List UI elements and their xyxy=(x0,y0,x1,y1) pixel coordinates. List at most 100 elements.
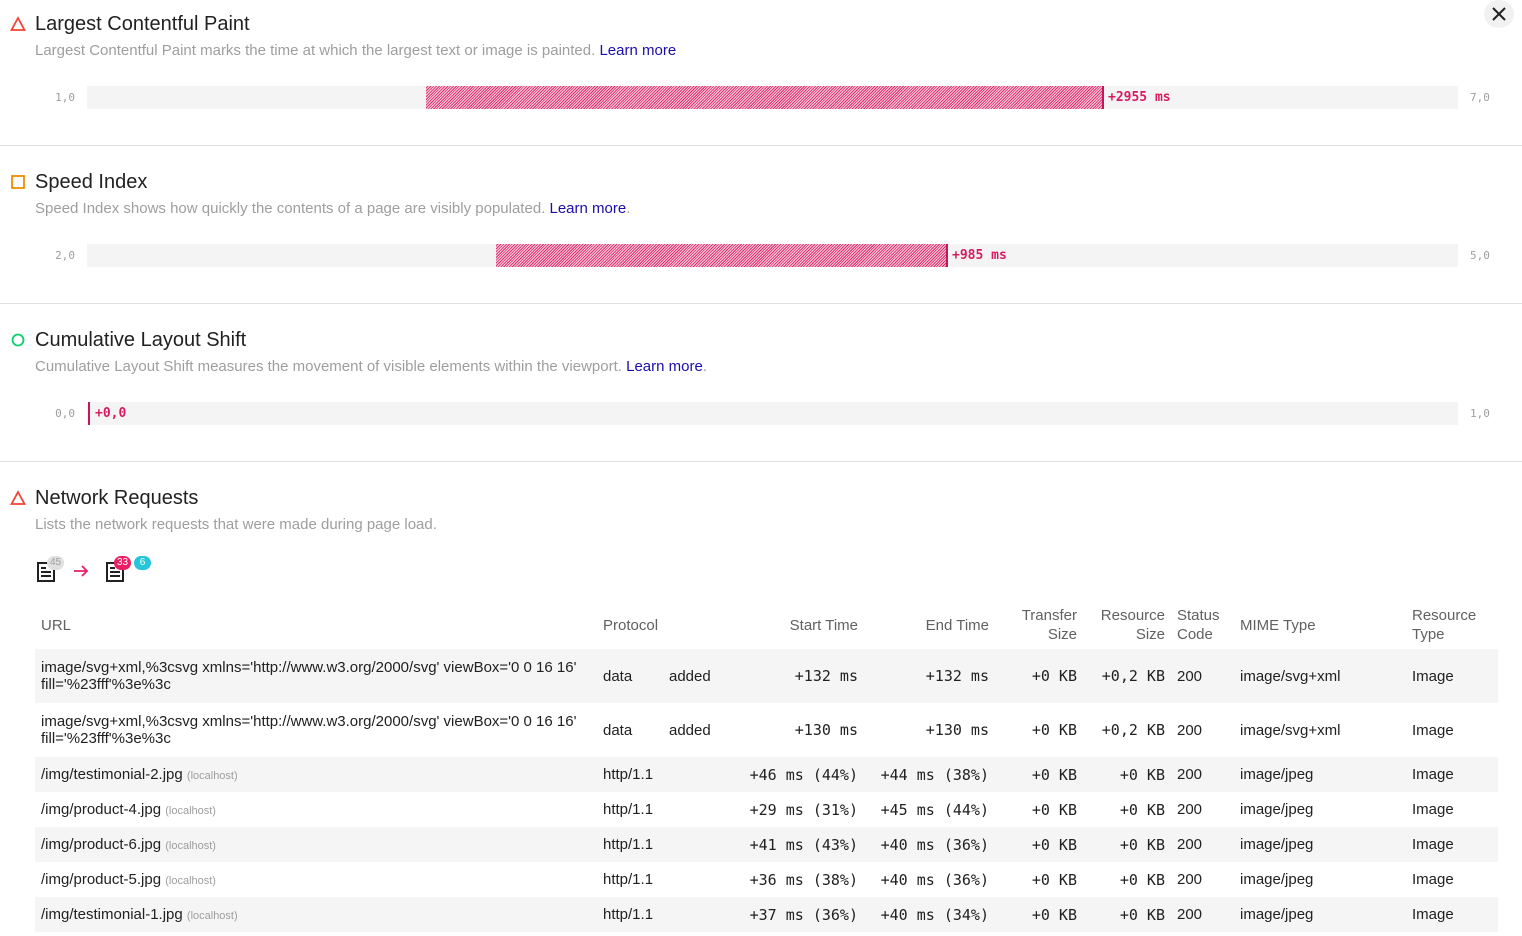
table-row[interactable]: /img/product-5.jpg (localhost) http/1.1 … xyxy=(35,862,1498,897)
cell-resource-type: Image xyxy=(1406,827,1498,862)
scale-min: 1,0 xyxy=(55,91,75,104)
square-icon xyxy=(10,174,26,190)
column-header-resource-size[interactable]: Resource Size xyxy=(1100,607,1165,643)
before-count-badge: 45 xyxy=(47,556,65,570)
cell-status-code: 200 xyxy=(1177,801,1203,818)
cell-end-time: +44 ms (38%) xyxy=(864,757,995,792)
column-header-url[interactable]: URL xyxy=(41,616,72,634)
cell-protocol: http/1.1 xyxy=(597,757,663,792)
cell-status-code: 200 xyxy=(1177,871,1203,888)
metric-header: Cumulative Layout Shift xyxy=(10,328,246,352)
delta-value: +2955 ms xyxy=(1108,90,1171,105)
column-header-status-code[interactable]: Status Code xyxy=(1177,607,1220,643)
cell-transfer-size: +0 KB xyxy=(1031,870,1077,889)
cell-resource-type: Image xyxy=(1406,757,1498,792)
table-row[interactable]: image/svg+xml,%3csvg xmlns='http://www.w… xyxy=(35,703,1498,757)
metric-cumulative-layout-shift: Cumulative Layout Shift Cumulative Layou… xyxy=(0,316,1522,462)
cell-transfer-size: +0 KB xyxy=(1031,721,1077,739)
arrow-right-icon xyxy=(74,565,89,577)
cell-transfer-size: +0 KB xyxy=(995,827,1083,862)
removed-count-badge: 33 xyxy=(114,556,132,570)
warning-triangle-icon xyxy=(10,490,26,506)
cell-resource-type: Image xyxy=(1412,871,1454,888)
learn-more-link[interactable]: Learn more xyxy=(599,42,677,59)
metric-title: Speed Index xyxy=(35,170,148,193)
cell-host: (localhost) xyxy=(165,805,216,817)
cell-url: /img/product-6.jpg (localhost) xyxy=(35,827,597,862)
cell-resource-type: Image xyxy=(1406,897,1498,932)
learn-more-link[interactable]: Learn more xyxy=(626,358,703,375)
cell-protocol: http/1.1 xyxy=(597,897,663,932)
cell-mime-type: image/svg+xml xyxy=(1234,649,1406,703)
cell-change xyxy=(663,897,729,932)
cell-host: (localhost) xyxy=(186,910,238,922)
cell-end-time: +45 ms (44%) xyxy=(880,800,989,819)
circle-icon xyxy=(10,332,26,348)
cell-end-time: +132 ms xyxy=(864,649,995,703)
table-row[interactable]: /img/testimonial-2.jpg (localhost) http/… xyxy=(35,757,1498,792)
scale-min: 2,0 xyxy=(55,249,75,262)
metric-header: Largest Contentful Paint xyxy=(10,12,250,36)
cell-url: /img/product-5.jpg (localhost) xyxy=(41,871,216,888)
cell-resource-size: +0,2 KB xyxy=(1101,721,1165,739)
cell-change: added xyxy=(669,721,711,739)
column-header-protocol[interactable]: Protocol xyxy=(603,616,659,634)
cell-url: image/svg+xml,%3csvg xmlns='http://www.w… xyxy=(35,649,597,703)
cell-mime-type: image/jpeg xyxy=(1240,801,1314,818)
cell-protocol: http/1.1 xyxy=(597,827,663,862)
metric-description: Speed Index shows how quickly the conten… xyxy=(35,200,631,217)
cell-change xyxy=(663,827,729,862)
table-row[interactable]: /img/testimonial-1.jpg (localhost) http/… xyxy=(35,897,1498,932)
metric-header: Speed Index xyxy=(10,170,147,194)
close-icon xyxy=(1492,7,1506,21)
cell-status-code: 200 xyxy=(1177,721,1203,739)
cell-transfer-size: +0 KB xyxy=(995,649,1083,703)
range-fill xyxy=(426,86,1102,109)
cell-url: /img/product-4.jpg (localhost) xyxy=(41,801,216,818)
cell-end-time: +40 ms (36%) xyxy=(880,870,989,889)
cell-start-time: +29 ms (31%) xyxy=(749,800,858,819)
range-marker xyxy=(946,244,948,267)
column-header-end-time[interactable]: End Time xyxy=(925,616,989,634)
cell-host: (localhost) xyxy=(165,840,216,852)
cell-change: added xyxy=(663,649,729,703)
column-header-resource-type[interactable]: Resource Type xyxy=(1412,607,1477,643)
cell-end-time: +40 ms (34%) xyxy=(864,897,995,932)
cell-protocol: data xyxy=(603,721,633,739)
cell-resource-size: +0,2 KB xyxy=(1083,649,1171,703)
cell-transfer-size: +0 KB xyxy=(1031,800,1077,819)
table-row[interactable]: /img/product-6.jpg (localhost) http/1.1 … xyxy=(35,827,1498,862)
network-requests-table: URL Protocol Start Time End Time Transfe… xyxy=(35,601,1498,932)
cell-mime-type: image/svg+xml xyxy=(1240,721,1341,739)
scale-max: 7,0 xyxy=(1470,91,1490,104)
cell-transfer-size: +0 KB xyxy=(995,757,1083,792)
cell-mime-type: image/jpeg xyxy=(1234,827,1406,862)
range-track: +0,0 xyxy=(87,402,1458,425)
cell-change xyxy=(663,792,729,827)
cell-start-time: +132 ms xyxy=(729,649,864,703)
cell-change xyxy=(663,862,729,897)
cell-host: (localhost) xyxy=(165,875,216,887)
column-header-mime-type[interactable]: MIME Type xyxy=(1240,616,1316,634)
cell-start-time: +130 ms xyxy=(794,721,858,739)
document-list-icon xyxy=(37,562,55,582)
table-row[interactable]: /img/product-4.jpg (localhost) http/1.1 … xyxy=(35,792,1498,827)
cell-start-time: +36 ms (38%) xyxy=(749,870,858,889)
cell-start-time: +37 ms (36%) xyxy=(729,897,864,932)
column-header-start-time[interactable]: Start Time xyxy=(789,616,858,634)
cell-url: /img/testimonial-1.jpg (localhost) xyxy=(35,897,597,932)
warning-triangle-icon xyxy=(10,16,26,32)
delta-value: +0,0 xyxy=(95,406,127,421)
cell-transfer-size: +0 KB xyxy=(995,897,1083,932)
cell-resource-type: Image xyxy=(1406,649,1498,703)
learn-more-link[interactable]: Learn more xyxy=(549,200,627,217)
table-row[interactable]: image/svg+xml,%3csvg xmlns='http://www.w… xyxy=(35,649,1498,703)
cell-status-code: 200 xyxy=(1171,827,1234,862)
cell-resource-size: +0 KB xyxy=(1119,800,1165,819)
cell-mime-type: image/jpeg xyxy=(1234,897,1406,932)
cell-start-time: +41 ms (43%) xyxy=(729,827,864,862)
cell-end-time: +130 ms xyxy=(925,721,989,739)
column-header-transfer-size[interactable]: Transfer Size xyxy=(1021,607,1077,643)
close-button[interactable] xyxy=(1484,0,1514,28)
range-marker xyxy=(1102,86,1104,109)
